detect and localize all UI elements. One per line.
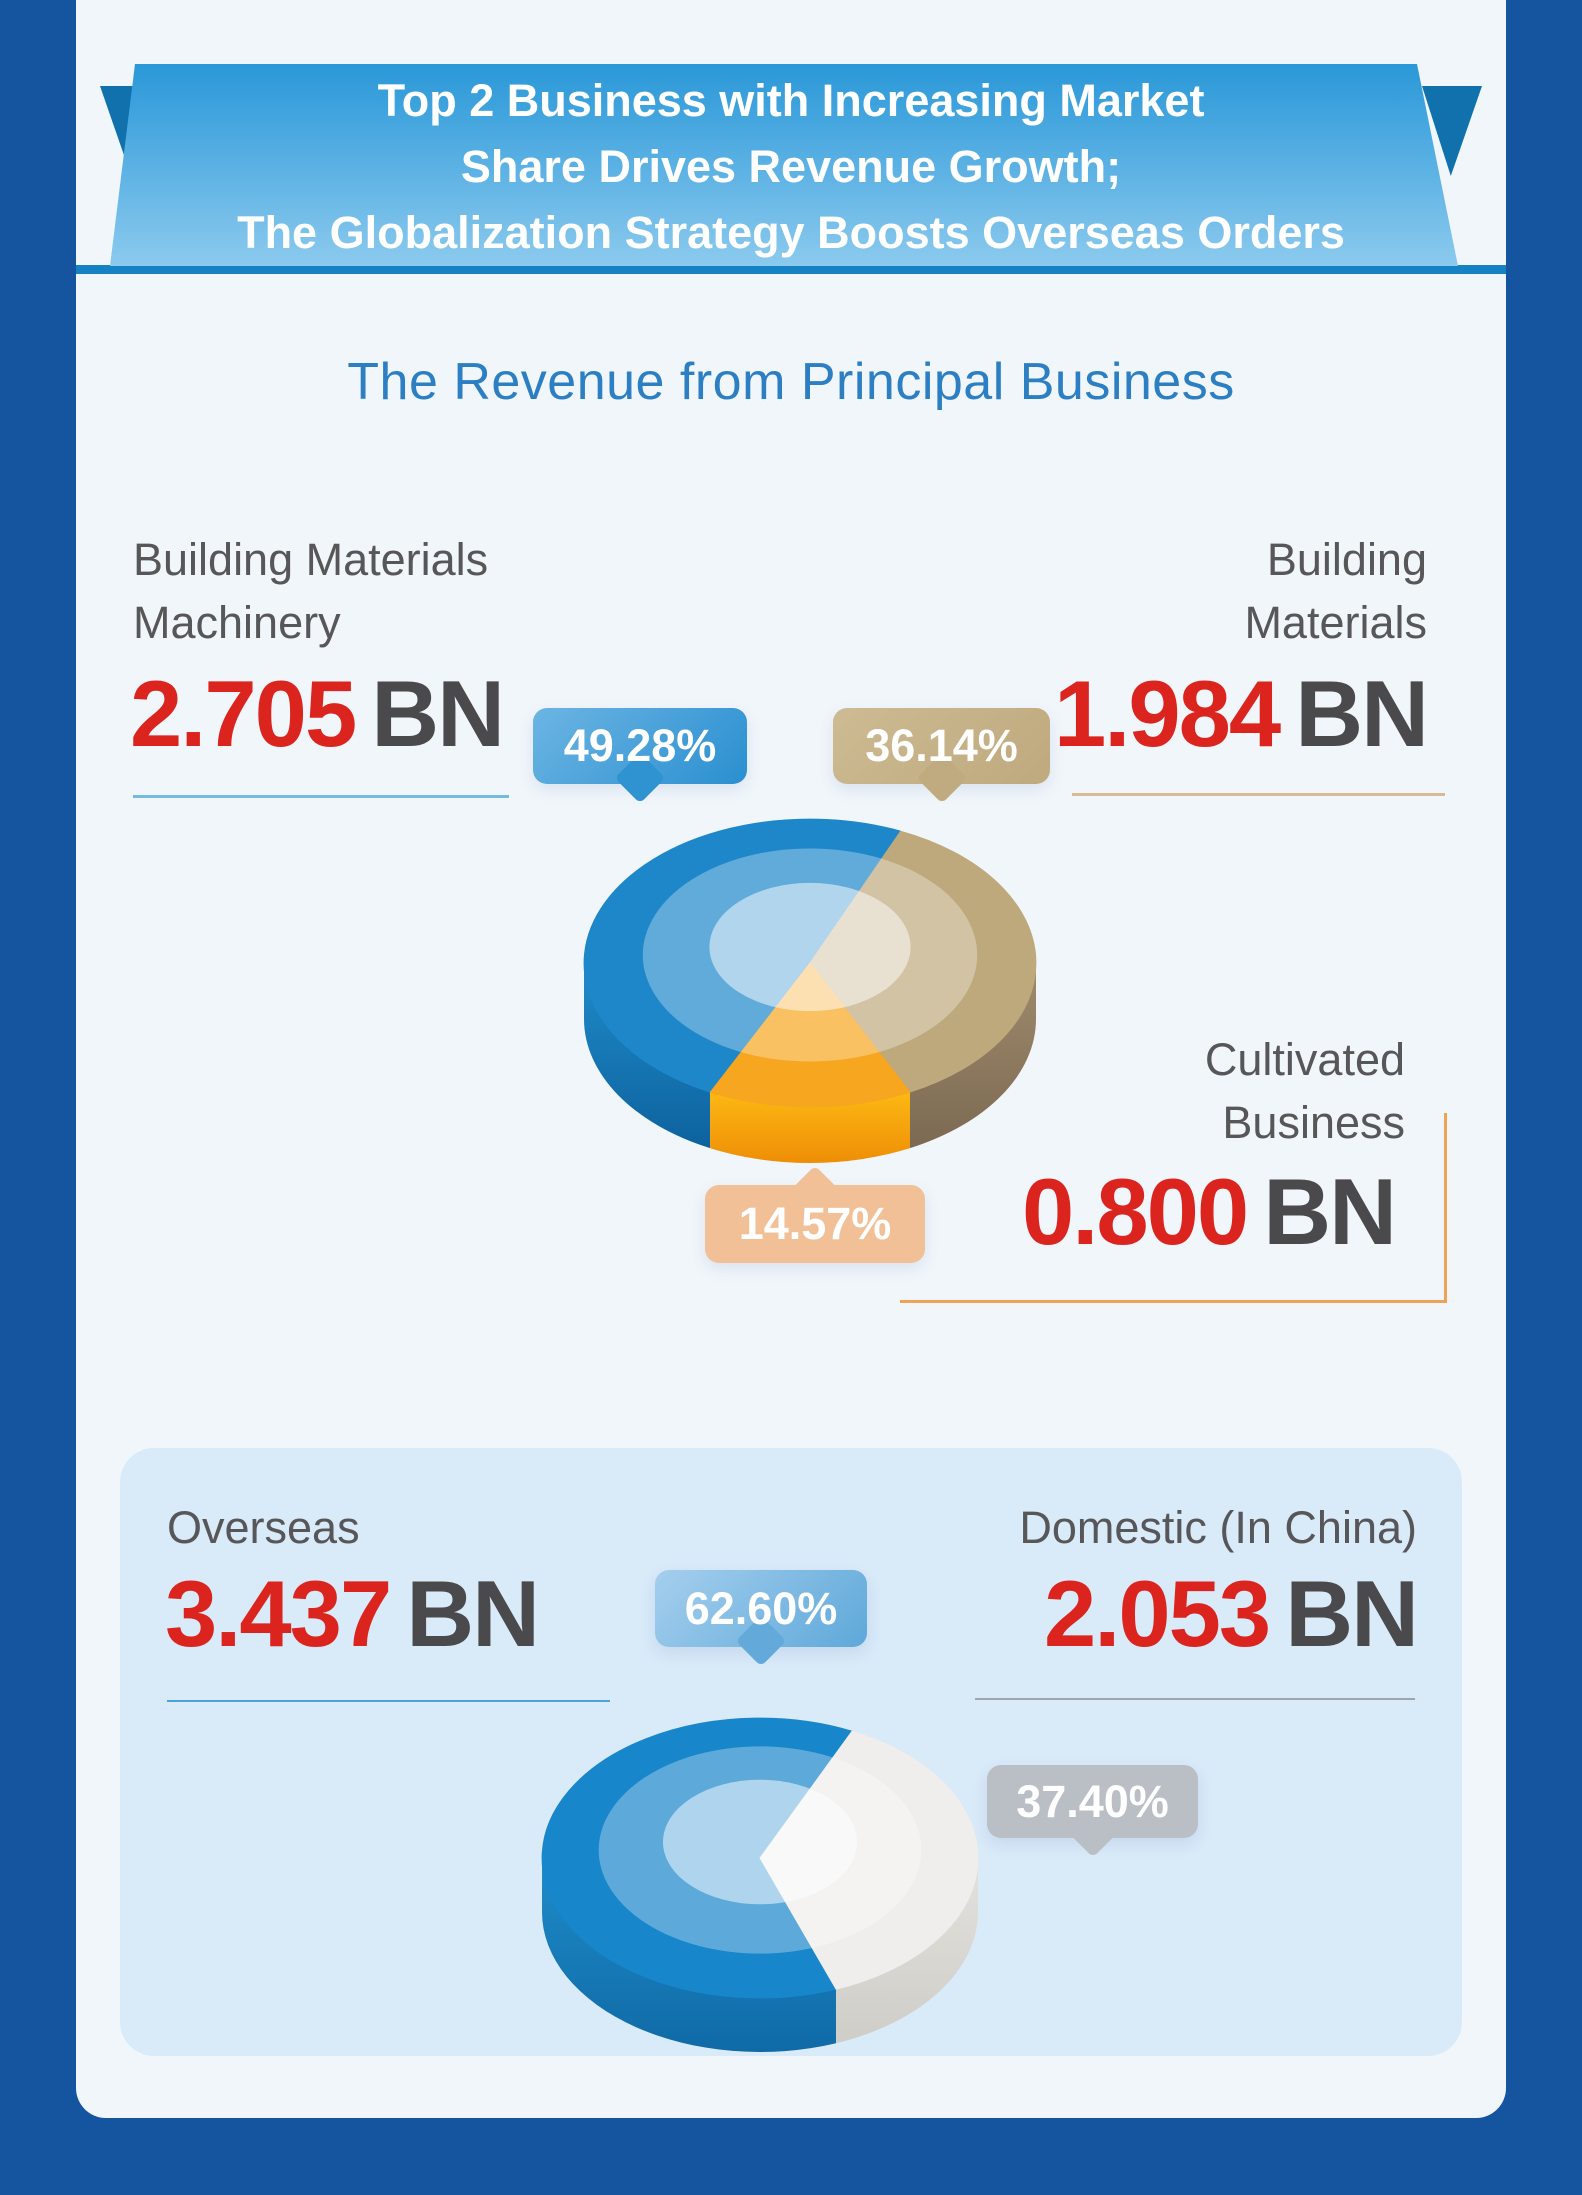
label-building-materials: Building Materials	[1244, 534, 1427, 648]
value-domestic: 2.053 BN	[1043, 1561, 1419, 1666]
pct-bubble-domestic: 37.40%	[987, 1765, 1198, 1838]
bracket-orange-vertical	[1444, 1113, 1447, 1303]
divider-left-blue	[133, 795, 509, 798]
banner-line-1: Top 2 Business with Increasing Market	[377, 75, 1205, 126]
divider-overseas	[167, 1700, 610, 1702]
value-building-materials-machinery: 2.705 BN	[130, 661, 505, 766]
value-cultivated-business: 0.800 BN	[1021, 1159, 1397, 1264]
label-domestic: Domestic (In China)	[1019, 1502, 1417, 1553]
banner-line-2: Share Drives Revenue Growth;	[460, 141, 1122, 192]
value-building-materials: 1.984 BN	[1053, 661, 1429, 766]
divider-domestic	[975, 1698, 1415, 1700]
pct-bubble-cultivated: 14.57%	[705, 1185, 925, 1263]
banner-underbar	[76, 265, 1506, 274]
divider-right-tan	[1072, 793, 1445, 796]
title-banner: Top 2 Business with Increasing Market Sh…	[110, 64, 1458, 266]
pct-bubble-machinery: 49.28%	[533, 708, 747, 784]
value-overseas: 3.437 BN	[165, 1561, 540, 1666]
pct-bubble-overseas: 62.60%	[655, 1570, 867, 1647]
label-building-materials-machinery: Building Materials Machinery	[133, 534, 489, 648]
bracket-orange-horizontal	[900, 1300, 1447, 1303]
banner-line-3: The Globalization Strategy Boosts Overse…	[237, 207, 1345, 258]
section-title: The Revenue from Principal Business	[347, 353, 1235, 411]
pct-bubble-materials: 36.14%	[833, 708, 1050, 784]
label-cultivated-business: Cultivated Business	[1204, 1034, 1405, 1148]
label-overseas: Overseas	[167, 1502, 360, 1553]
